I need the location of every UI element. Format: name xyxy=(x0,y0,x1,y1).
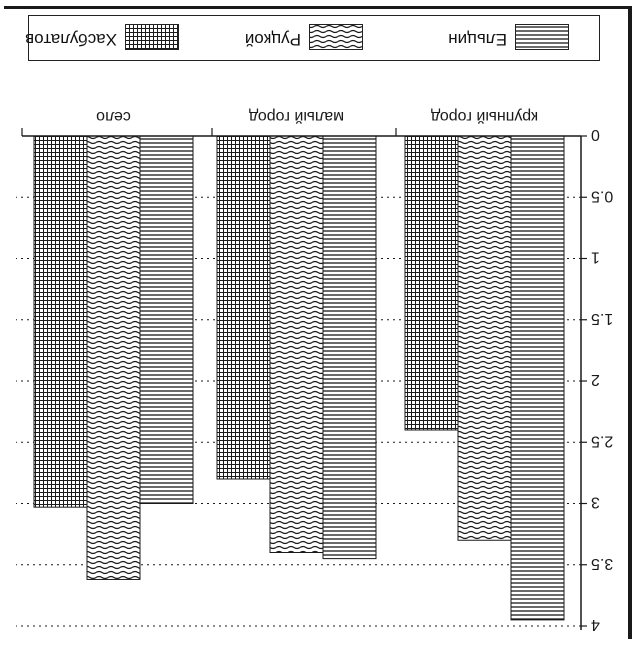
legend-swatch-horizontal-lines xyxy=(515,24,569,50)
bar-horizontal-lines xyxy=(510,135,565,621)
bar-waves xyxy=(269,135,324,553)
bar-waves xyxy=(457,135,512,541)
y-tick-label: 2 xyxy=(591,371,600,388)
y-tick-label: 1 xyxy=(591,249,600,266)
bar-waves xyxy=(86,135,141,580)
y-tick-label: 0.5 xyxy=(591,187,613,204)
bar-grid xyxy=(216,135,271,480)
y-tick-label: 3 xyxy=(591,494,600,511)
legend-label: Хасбулатов xyxy=(25,30,117,49)
legend-swatch-fill xyxy=(516,25,568,49)
bar-grid xyxy=(33,135,88,508)
category-label: крупный город xyxy=(430,108,538,125)
legend-label: Руцкой xyxy=(244,30,301,49)
legend-swatch-rect xyxy=(310,25,362,49)
bar-grid xyxy=(404,135,459,431)
y-tick-label: 3.5 xyxy=(591,555,613,572)
bar-horizontal-lines xyxy=(322,135,377,560)
y-tick-label: 2.5 xyxy=(591,432,613,449)
legend-swatch-fill xyxy=(126,25,178,49)
legend-swatch-fill xyxy=(310,25,362,49)
y-tick-label: 1.5 xyxy=(591,310,613,327)
legend-swatch-waves xyxy=(309,24,363,50)
legend-label: Ельцин xyxy=(448,30,507,49)
bar-horizontal-lines xyxy=(139,135,194,504)
y-tick-label: 0 xyxy=(591,126,600,143)
legend: Ельцин Руцкой Хасбулатов xyxy=(25,15,600,61)
category-label: село xyxy=(96,108,131,125)
legend-swatch-rect xyxy=(516,25,568,49)
legend-swatch-grid xyxy=(125,24,179,50)
legend-swatch-rect xyxy=(126,25,178,49)
axes xyxy=(21,128,587,630)
y-tick-label: 4 xyxy=(591,616,600,633)
bars xyxy=(33,135,565,621)
labels: 0 0.5 1 1.5 2 2.5 3 3.5 4 крупный город малый горо… xyxy=(96,108,613,633)
category-label: малый город xyxy=(248,108,344,125)
